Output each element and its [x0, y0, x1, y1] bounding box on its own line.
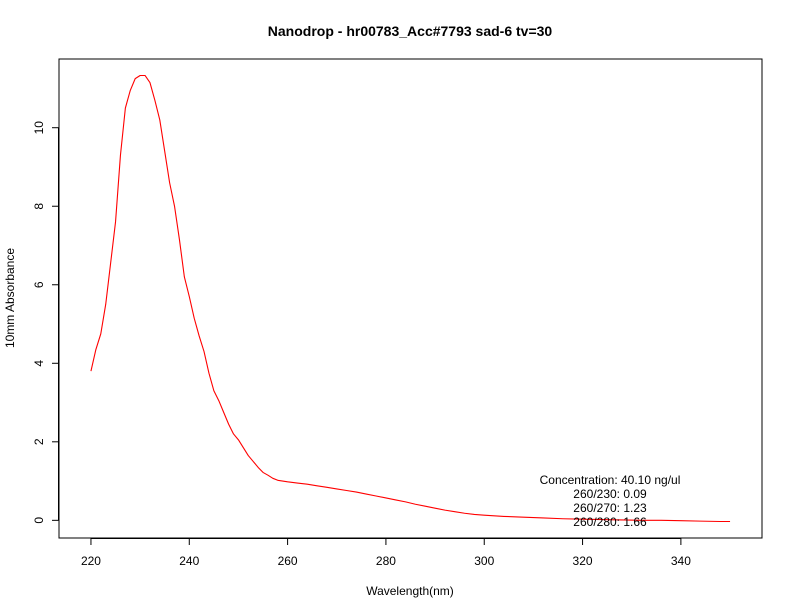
y-axis-label: 10mm Absorbance	[3, 248, 17, 348]
x-tick-label: 220	[81, 554, 101, 568]
absorbance-series-line	[90, 74, 731, 523]
x-axis: 220 240 260 280 300 320 340	[81, 538, 691, 568]
x-tick-label: 340	[671, 554, 691, 568]
y-tick-label: 10	[32, 121, 46, 135]
x-tick-label: 280	[376, 554, 396, 568]
annotation-concentration: Concentration: 40.10 ng/ul	[540, 473, 681, 487]
annotation-ratio-260-230: 260/230: 0.09	[573, 487, 647, 501]
y-tick-label: 0	[32, 517, 46, 524]
annotation-ratio-260-270: 260/270: 1.23	[573, 501, 647, 515]
x-axis-label: Wavelength(nm)	[366, 584, 454, 598]
y-axis: 0 2 4 6 8 10	[32, 121, 59, 524]
x-tick-label: 300	[474, 554, 494, 568]
annotation-block: Concentration: 40.10 ng/ul 260/230: 0.09…	[540, 473, 681, 529]
y-tick-label: 6	[32, 281, 46, 288]
y-tick-label: 2	[32, 438, 46, 445]
x-tick-label: 260	[278, 554, 298, 568]
annotation-ratio-260-280: 260/280: 1.66	[573, 515, 647, 529]
series-layer	[90, 74, 731, 523]
x-tick-label: 320	[573, 554, 593, 568]
x-tick-label: 240	[179, 554, 199, 568]
chart-title: Nanodrop - hr00783_Acc#7793 sad-6 tv=30	[268, 23, 553, 39]
y-tick-label: 8	[32, 203, 46, 210]
y-tick-label: 4	[32, 360, 46, 367]
